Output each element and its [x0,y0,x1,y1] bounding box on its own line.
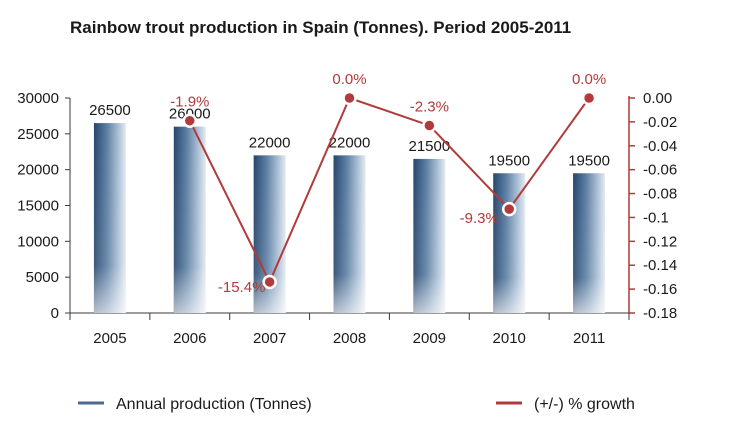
y-left-tick-label: 25000 [17,126,59,143]
bar-value-label: 22000 [329,134,371,151]
bar-value-label: 19500 [488,152,530,169]
bar-value-label: 19500 [568,152,610,169]
y-right-tick-label: -0.1 [643,209,669,226]
bar-fade [333,155,366,313]
x-tick-label: 2005 [93,330,126,347]
y-left-tick-label: 0 [51,305,59,322]
y-right-tick-label: -0.02 [643,114,677,131]
axes: 0 5000 10000 15000 20000 25000 30000 0.00 -0.02 -… [17,90,677,347]
y-left-tick-label: 15000 [17,198,59,215]
growth-value-label: 0.0% [332,71,366,88]
legend: Annual production (Tonnes) (+/-) % growth [78,396,635,413]
y-right-tick-label: -0.18 [643,305,677,322]
bar-fade [173,126,206,314]
growth-point [182,113,198,128]
growth-point [262,274,277,290]
y-right-tick-label: -0.04 [643,138,677,155]
y-right-tick-label: -0.14 [643,257,677,274]
y-left-tick-label: 10000 [17,233,59,250]
growth-point [422,118,437,133]
growth-line [188,96,590,285]
bar-value-label: 22000 [249,134,291,151]
y-right-tick-label: -0.08 [643,186,677,203]
growth-value-label: -15.4% [218,279,266,296]
x-tick-label: 2010 [493,330,526,347]
y-right-tick-label: -0.06 [643,162,677,179]
x-tick-label: 2006 [173,330,206,347]
growth-point [342,90,357,106]
y-right-tick-label: 0.00 [643,90,672,107]
x-tick-label: 2009 [413,330,446,347]
x-tick-label: 2007 [253,330,286,347]
bar-value-label: 21500 [408,138,450,155]
bar-value-label: 26500 [89,102,131,119]
growth-line-series: -1.9% -15.4% 0.0% -2.3% -9.3% 0.0% [170,71,606,296]
bar-fade [573,173,606,313]
bar-series: 26500260002200022000215001950019500 [89,102,610,314]
legend-bar-label: Annual production (Tonnes) [116,396,312,413]
chart-title: Rainbow trout production in Spain (Tonne… [70,18,572,37]
bar-fade [93,123,126,313]
x-tick-label: 2011 [573,330,605,347]
y-right-tick-label: -0.12 [643,233,677,250]
legend-line-label: (+/-) % growth [534,396,635,413]
growth-point [501,201,517,217]
y-left-tick-label: 5000 [26,269,59,286]
growth-value-label: 0.0% [572,71,606,88]
x-tick-label: 2008 [333,330,366,347]
growth-value-label: -9.3% [460,210,499,227]
bar-fade [413,158,446,313]
growth-value-label: -1.9% [170,94,209,111]
growth-value-label: -2.3% [410,98,449,115]
y-left-tick-label: 30000 [17,90,59,107]
growth-point [581,90,597,106]
y-left-tick-label: 20000 [17,162,59,179]
y-right-tick-label: -0.16 [643,281,677,298]
